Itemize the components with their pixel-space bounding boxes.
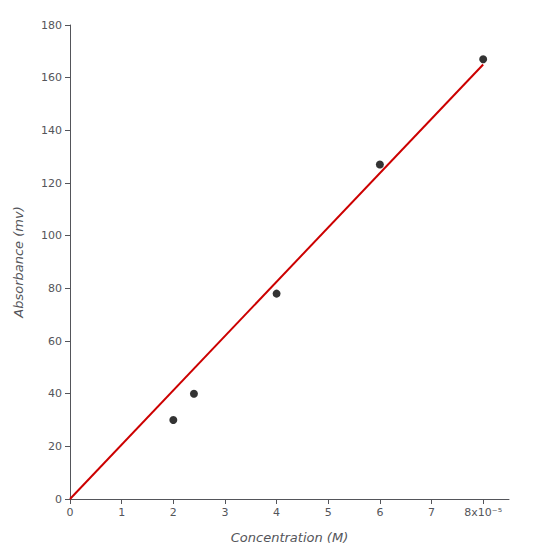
svg-text:Concentration (M): Concentration (M) — [231, 530, 348, 545]
svg-text:1: 1 — [118, 506, 125, 519]
svg-text:120: 120 — [41, 177, 62, 190]
svg-text:40: 40 — [48, 387, 62, 400]
svg-text:6: 6 — [376, 506, 383, 519]
svg-text:80: 80 — [48, 282, 62, 295]
svg-text:7: 7 — [428, 506, 435, 519]
svg-text:4: 4 — [273, 506, 280, 519]
svg-text:60: 60 — [48, 335, 62, 348]
svg-text:20: 20 — [48, 440, 62, 453]
svg-text:0: 0 — [67, 506, 74, 519]
svg-text:3: 3 — [221, 506, 228, 519]
svg-text:140: 140 — [41, 124, 62, 137]
svg-text:2: 2 — [170, 506, 177, 519]
svg-text:0: 0 — [55, 493, 62, 506]
svg-text:100: 100 — [41, 229, 62, 242]
svg-text:160: 160 — [41, 71, 62, 84]
svg-text:Absorbance (mv): Absorbance (mv) — [11, 206, 26, 318]
svg-text:8x10⁻⁵: 8x10⁻⁵ — [464, 506, 502, 519]
svg-text:180: 180 — [41, 19, 62, 32]
svg-text:5: 5 — [325, 506, 332, 519]
